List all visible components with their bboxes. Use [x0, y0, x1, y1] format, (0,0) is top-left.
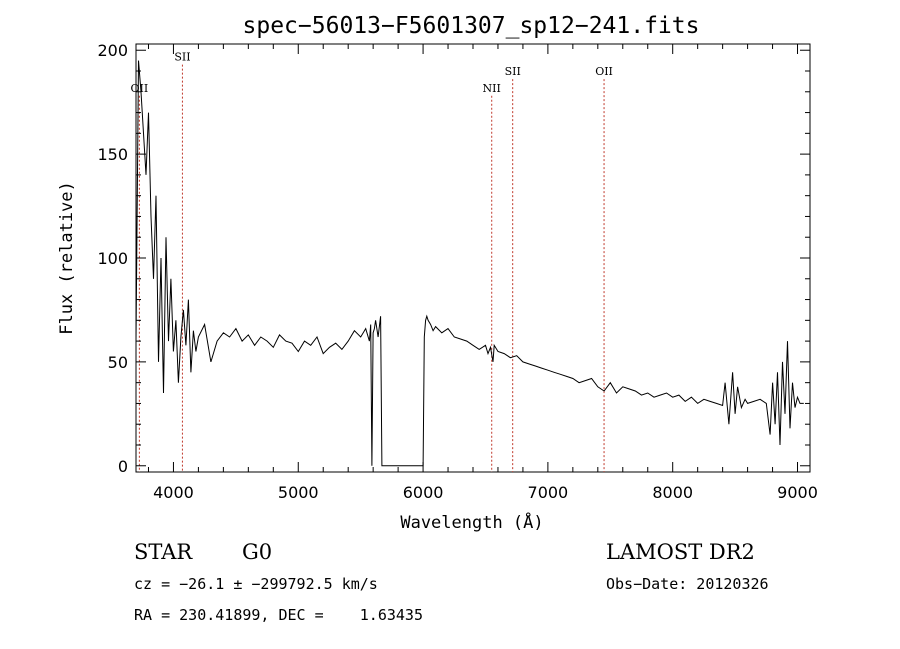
chart-title: spec−56013−F5601307_sp12−241.fits — [243, 13, 700, 39]
y-tick-label: 150 — [97, 145, 128, 164]
observation-date: Obs−Date: 20120326 — [606, 575, 769, 593]
x-tick-label: 7000 — [528, 483, 569, 502]
y-tick-label: 200 — [97, 41, 128, 60]
object-class: STAR — [134, 540, 193, 564]
y-tick-label: 50 — [108, 353, 128, 372]
x-tick-label: 9000 — [777, 483, 818, 502]
emission-line-label: NII — [483, 82, 501, 95]
axis-ticks: 4000 5000 6000 7000 8000 9000 0 50 100 150 200 — [97, 41, 817, 502]
y-axis-label: Flux (relative) — [57, 181, 77, 335]
spectrum-line — [135, 60, 804, 467]
y-tick-label: 100 — [97, 249, 128, 268]
plot-frame — [135, 43, 811, 473]
emission-line-label: OII — [595, 65, 613, 78]
emission-line-label: SII — [174, 51, 190, 64]
emission-line-label: SII — [505, 65, 521, 78]
x-tick-label: 5000 — [278, 483, 319, 502]
emission-line-label: OII — [131, 82, 149, 95]
y-tick-label: 0 — [118, 457, 128, 476]
plot-area: OII SII NII SII OII 4000 5000 6000 7000 8000 9000… — [97, 41, 817, 502]
x-tick-label: 4000 — [153, 483, 194, 502]
coordinates-readout: RA = 230.41899, DEC = 1.63435 — [134, 606, 423, 624]
x-tick-label: 8000 — [652, 483, 693, 502]
x-axis-label: Wavelength (Å) — [400, 511, 543, 533]
velocity-readout: cz = −26.1 ± −299792.5 km/s — [134, 575, 378, 593]
object-subclass: G0 — [242, 540, 272, 564]
x-tick-label: 6000 — [403, 483, 444, 502]
emission-line-markers: OII SII NII SII OII — [131, 51, 613, 472]
data-release: LAMOST DR2 — [606, 540, 755, 564]
